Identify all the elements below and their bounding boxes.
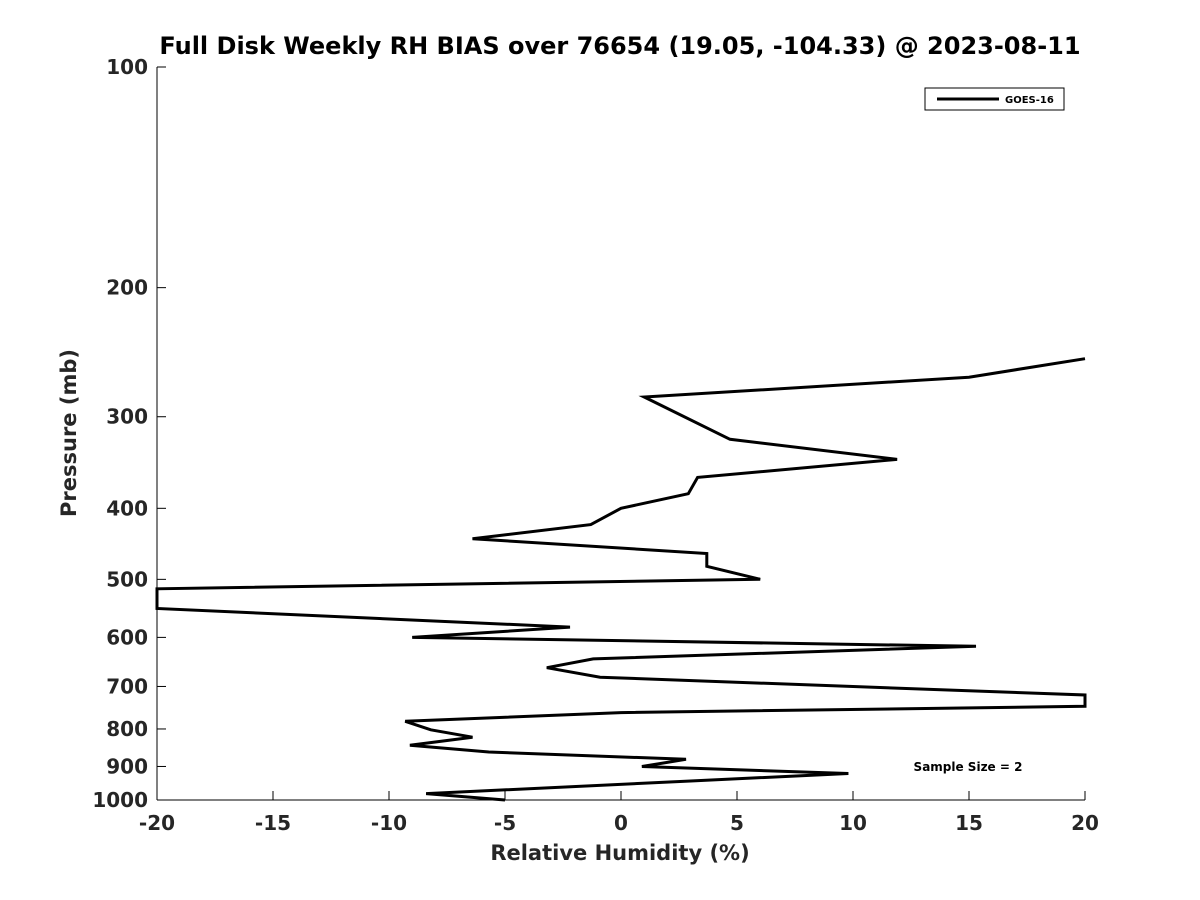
x-tick-label: 15 [955, 811, 983, 835]
y-tick-label: 600 [106, 625, 148, 649]
y-axis-label: Pressure (mb) [57, 349, 81, 517]
series-layer [155, 357, 1087, 802]
y-tick-label: 1000 [92, 788, 148, 812]
y-tick-label: 100 [106, 55, 148, 79]
y-tick-label: 500 [106, 567, 148, 591]
x-tick-label: -15 [255, 811, 291, 835]
x-tick-label: 0 [614, 811, 628, 835]
y-tick-label: 200 [106, 276, 148, 300]
y-tick-label: 400 [106, 496, 148, 520]
x-axis-label: Relative Humidity (%) [490, 841, 749, 865]
ticks: -20 -15 -10 -5 0 5 10 15 20 100 200 300 400 500 600 700… [92, 55, 1099, 835]
y-tick-label: 900 [106, 754, 148, 778]
x-tick-label: -10 [371, 811, 407, 835]
chart-title: Full Disk Weekly RH BIAS over 76654 (19.… [159, 32, 1080, 60]
x-tick-label: 5 [730, 811, 744, 835]
series-line-0 [155, 357, 1087, 802]
y-tick-label: 300 [106, 405, 148, 429]
x-tick-label: -20 [139, 811, 175, 835]
legend-label: GOES-16 [1005, 95, 1054, 106]
y-tick-label: 800 [106, 717, 148, 741]
x-tick-label: -5 [494, 811, 516, 835]
x-tick-label: 20 [1071, 811, 1099, 835]
legend: GOES-16 [924, 87, 1065, 111]
x-tick-label: 10 [839, 811, 867, 835]
sample-size-annotation: Sample Size = 2 [914, 760, 1023, 774]
y-tick-label: 700 [106, 674, 148, 698]
